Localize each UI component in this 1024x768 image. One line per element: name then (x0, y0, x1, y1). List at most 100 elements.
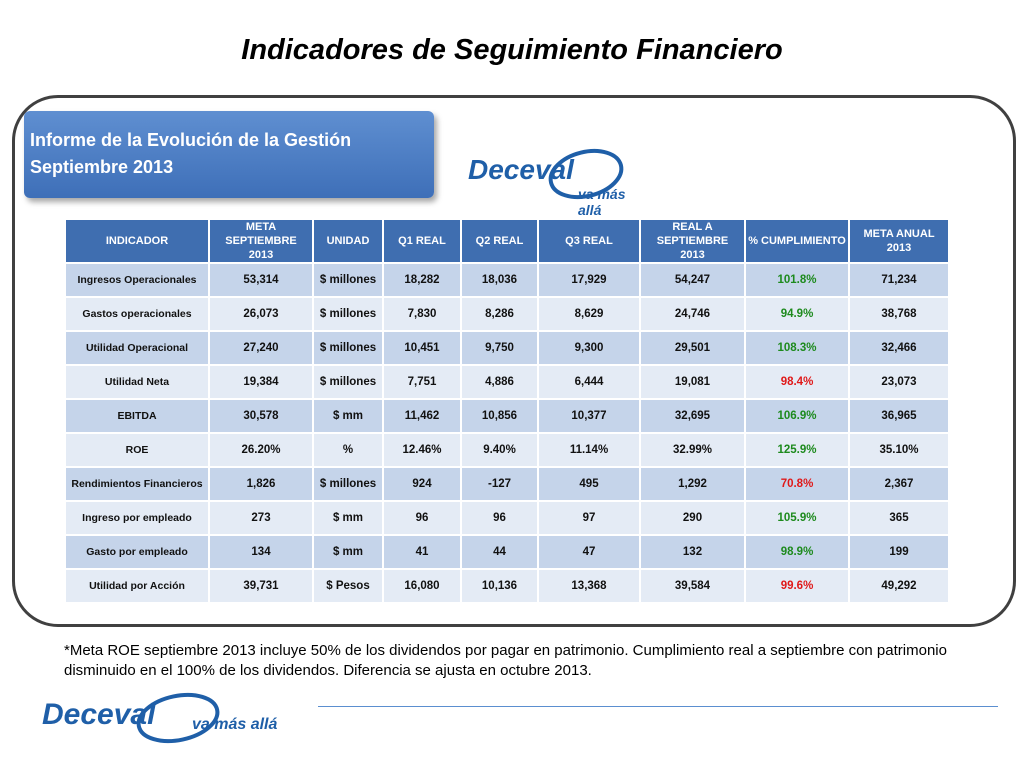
cell-meta-anual: 32,466 (848, 330, 950, 366)
cell-q3-real: 17,929 (537, 262, 641, 298)
cell-q2-real: 10,856 (460, 398, 539, 434)
cell-indicador: Utilidad Neta (64, 364, 210, 400)
cell-q3-real: 10,377 (537, 398, 641, 434)
cell-q2-real: 9.40% (460, 432, 539, 468)
cell-meta-anual: 49,292 (848, 568, 950, 604)
table-row: Utilidad Operacional 27,240 $ millones 10,4… (64, 330, 950, 366)
cell-q1-real: 11,462 (382, 398, 462, 434)
cell-real-septiembre: 54,247 (639, 262, 746, 298)
cell-real-septiembre: 32.99% (639, 432, 746, 468)
cell-indicador: Ingresos Operacionales (64, 262, 210, 298)
column-header-meta-anual: META ANUAL 2013 (848, 218, 950, 264)
cell-meta-septiembre: 30,578 (208, 398, 314, 434)
deceval-logo-bottom: Deceval va más allá (42, 690, 282, 750)
cell-q1-real: 18,282 (382, 262, 462, 298)
cell-meta-septiembre: 19,384 (208, 364, 314, 400)
cell-q3-real: 8,629 (537, 296, 641, 332)
cell-real-septiembre: 132 (639, 534, 746, 570)
table-row: Ingresos Operacionales 53,314 $ millones 18… (64, 262, 950, 298)
cell-q1-real: 10,451 (382, 330, 462, 366)
cell-q1-real: 7,830 (382, 296, 462, 332)
cell-indicador: Ingreso por empleado (64, 500, 210, 536)
cell-q3-real: 47 (537, 534, 641, 570)
table-row: Utilidad Neta 19,384 $ millones 7,751 4,886 6… (64, 364, 950, 400)
cell-cumplimiento: 125.9% (744, 432, 850, 468)
cell-meta-anual: 71,234 (848, 262, 950, 298)
cell-q3-real: 11.14% (537, 432, 641, 468)
cell-meta-anual: 35.10% (848, 432, 950, 468)
cell-q3-real: 6,444 (537, 364, 641, 400)
column-header-meta-septiembre: META SEPTIEMBRE 2013 (208, 218, 314, 264)
cell-q1-real: 16,080 (382, 568, 462, 604)
indicators-table: INDICADOR META SEPTIEMBRE 2013 UNIDAD Q1 RE… (64, 218, 950, 604)
cell-real-septiembre: 1,292 (639, 466, 746, 502)
cell-real-septiembre: 32,695 (639, 398, 746, 434)
deceval-logo-top: Deceval va más allá (468, 144, 648, 218)
cell-unidad: $ millones (312, 262, 384, 298)
cell-q1-real: 7,751 (382, 364, 462, 400)
cell-q1-real: 12.46% (382, 432, 462, 468)
cell-unidad: % (312, 432, 384, 468)
footer-divider (318, 706, 998, 707)
table-row: Ingreso por empleado 273 $ mm 96 96 97 290 105.… (64, 500, 950, 536)
cell-cumplimiento: 99.6% (744, 568, 850, 604)
cell-meta-septiembre: 1,826 (208, 466, 314, 502)
cell-indicador: Gasto por empleado (64, 534, 210, 570)
cell-meta-septiembre: 53,314 (208, 262, 314, 298)
cell-q1-real: 924 (382, 466, 462, 502)
column-header-cumplimiento: % CUMPLIMIENTO (744, 218, 850, 264)
table-row: Gastos operacionales 26,073 $ millones 7,83… (64, 296, 950, 332)
cell-unidad: $ mm (312, 534, 384, 570)
cell-meta-anual: 199 (848, 534, 950, 570)
cell-q2-real: 4,886 (460, 364, 539, 400)
column-header-q1-real: Q1 REAL (382, 218, 462, 264)
logo-wordmark: Deceval (42, 698, 156, 731)
cell-meta-anual: 23,073 (848, 364, 950, 400)
table-row: Gasto por empleado 134 $ mm 41 44 47 132 98.9% 1… (64, 534, 950, 570)
cell-indicador: Utilidad Operacional (64, 330, 210, 366)
cell-q2-real: 18,036 (460, 262, 539, 298)
cell-indicador: EBITDA (64, 398, 210, 434)
column-header-unidad: UNIDAD (312, 218, 384, 264)
cell-q3-real: 9,300 (537, 330, 641, 366)
cell-meta-anual: 38,768 (848, 296, 950, 332)
logo-tagline: va más allá (578, 186, 626, 218)
table-row: Rendimientos Financieros 1,826 $ millones 9… (64, 466, 950, 502)
cell-unidad: $ mm (312, 500, 384, 536)
cell-cumplimiento: 98.9% (744, 534, 850, 570)
cell-meta-anual: 365 (848, 500, 950, 536)
cell-cumplimiento: 105.9% (744, 500, 850, 536)
table-header-row: INDICADOR META SEPTIEMBRE 2013 UNIDAD Q1 RE… (64, 218, 950, 264)
cell-indicador: Rendimientos Financieros (64, 466, 210, 502)
cell-meta-septiembre: 273 (208, 500, 314, 536)
cell-q2-real: 96 (460, 500, 539, 536)
cell-indicador: Utilidad por Acción (64, 568, 210, 604)
cell-q2-real: 44 (460, 534, 539, 570)
cell-real-septiembre: 19,081 (639, 364, 746, 400)
cell-unidad: $ Pesos (312, 568, 384, 604)
cell-meta-septiembre: 26,073 (208, 296, 314, 332)
table-row: ROE 26.20%% 12.46% 9.40% 11.14% 32.99% 125.9% 3… (64, 432, 950, 468)
cell-unidad: $ millones (312, 364, 384, 400)
cell-q1-real: 41 (382, 534, 462, 570)
table-row: Utilidad por Acción 39,731 $ Pesos 16,080 10… (64, 568, 950, 604)
table-row: EBITDA 30,578 $ mm 11,462 10,856 10,377 32,695… (64, 398, 950, 434)
cell-indicador: ROE (64, 432, 210, 468)
footnote: *Meta ROE septiembre 2013 incluye 50% de… (64, 642, 947, 679)
cell-unidad: $ mm (312, 398, 384, 434)
cell-cumplimiento: 108.3% (744, 330, 850, 366)
cell-meta-anual: 36,965 (848, 398, 950, 434)
cell-q1-real: 96 (382, 500, 462, 536)
cell-q3-real: 97 (537, 500, 641, 536)
cell-real-septiembre: 29,501 (639, 330, 746, 366)
cell-q2-real: 9,750 (460, 330, 539, 366)
cell-real-septiembre: 39,584 (639, 568, 746, 604)
cell-unidad: $ millones (312, 466, 384, 502)
cell-cumplimiento: 101.8% (744, 262, 850, 298)
cell-cumplimiento: 106.9% (744, 398, 850, 434)
cell-q2-real: 10,136 (460, 568, 539, 604)
cell-meta-anual: 2,367 (848, 466, 950, 502)
cell-meta-septiembre: 134 (208, 534, 314, 570)
logo-swoosh-icon (548, 148, 624, 200)
cell-q3-real: 13,368 (537, 568, 641, 604)
